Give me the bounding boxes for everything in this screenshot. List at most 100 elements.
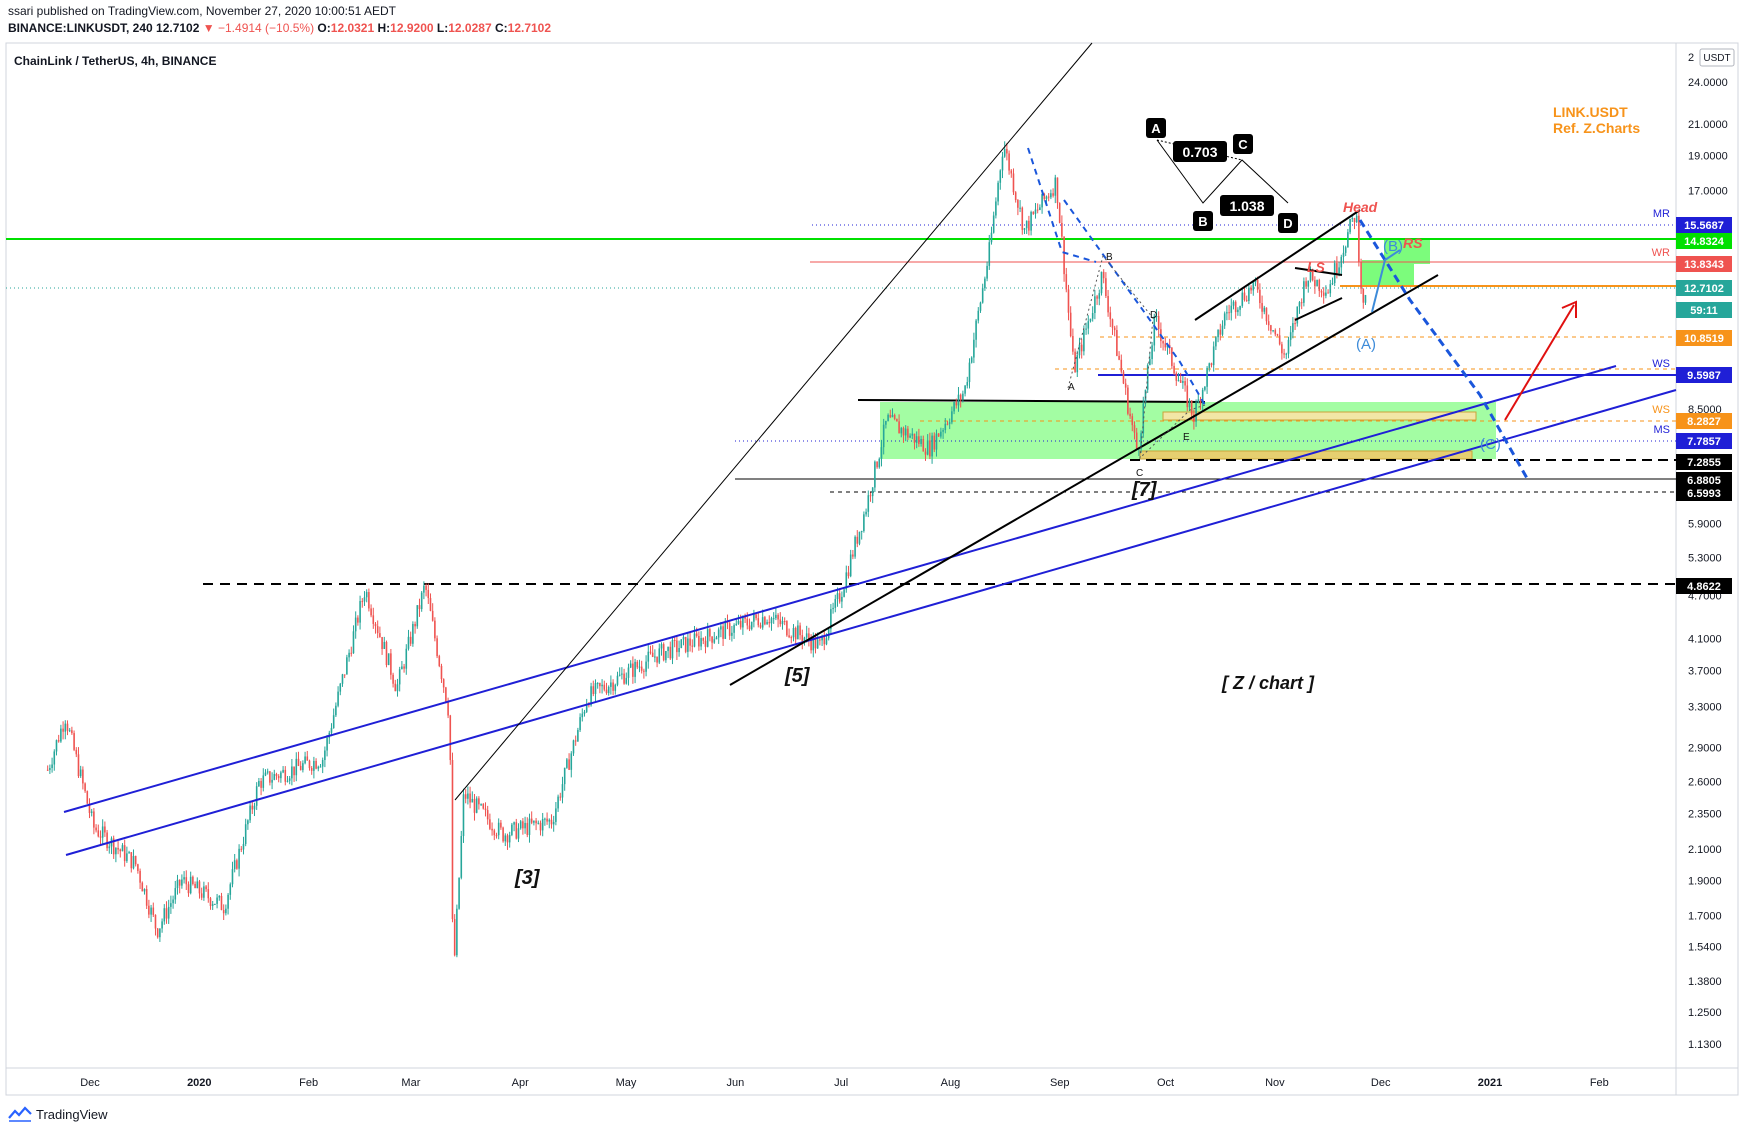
currency-badge[interactable] — [1699, 48, 1735, 67]
candle-body — [139, 870, 141, 883]
candle-body — [392, 674, 394, 684]
candle-body — [834, 598, 837, 608]
candle-body — [803, 637, 806, 642]
price-label-tag: WS — [1652, 358, 1670, 370]
candle-body — [187, 884, 190, 894]
candle-body — [1270, 325, 1272, 331]
candle-body — [341, 674, 344, 684]
candle-body — [1265, 307, 1268, 322]
candle-body — [1344, 247, 1347, 253]
candle-body — [49, 767, 51, 770]
candle-body — [816, 639, 819, 649]
time-axis[interactable]: Dec 2020 Feb Mar Apr May Jun Jul Aug Sep Oct Nov Dec… — [80, 1077, 1609, 1089]
change-arrow-icon: ▼ — [202, 21, 215, 35]
candle-body — [1353, 218, 1356, 223]
candle-body — [491, 828, 493, 831]
candle-body — [255, 786, 258, 806]
candle-body — [522, 821, 524, 829]
candle-body — [412, 623, 414, 644]
candle-body — [97, 830, 100, 837]
candle-body — [984, 278, 986, 289]
x-tick-label: 2021 — [1478, 1077, 1502, 1089]
candle-body — [1296, 306, 1299, 324]
x-tick-label: 2020 — [187, 1077, 211, 1089]
candle-body — [942, 430, 944, 432]
candle-body — [876, 461, 878, 468]
candle-body — [198, 881, 201, 894]
candle-body — [680, 639, 683, 649]
candle-body — [64, 723, 67, 732]
candle-body — [770, 618, 773, 624]
candle-body — [1232, 301, 1235, 306]
price-label-text: 10.8519 — [1684, 333, 1724, 345]
candle-body — [1197, 399, 1200, 403]
candle-body — [88, 803, 91, 813]
candle-body — [1039, 207, 1041, 211]
candle-body — [359, 601, 361, 623]
blue-dash-decline — [1027, 147, 1097, 263]
candle-body — [819, 639, 821, 641]
candle-body — [1274, 330, 1277, 335]
candle-body — [1162, 341, 1164, 344]
candle-body — [379, 633, 381, 638]
candle-body — [60, 728, 62, 742]
candle-body — [1142, 403, 1145, 434]
candle-body — [640, 666, 643, 671]
candle-body — [214, 903, 216, 905]
candle-body — [975, 320, 977, 340]
candle-body — [313, 760, 315, 771]
candle-body — [592, 686, 595, 694]
wave-5-label: [5] — [784, 665, 811, 687]
candle-body — [999, 170, 1002, 183]
candle-body — [409, 636, 412, 644]
candle-body — [271, 779, 273, 783]
candle-body — [82, 769, 84, 784]
y-tick-label: 1.9000 — [1688, 875, 1722, 887]
candle-body — [896, 418, 898, 422]
candle-body — [772, 618, 775, 620]
candle-body — [889, 414, 892, 418]
price-label-bg — [1676, 280, 1732, 296]
candle-body — [1252, 282, 1255, 291]
candle-body — [1182, 381, 1184, 383]
black-trend-support — [729, 274, 1439, 686]
price-label-bg — [1676, 367, 1732, 383]
candle-body — [687, 638, 689, 652]
candle-body — [1228, 312, 1230, 314]
candle-body — [1133, 425, 1136, 433]
channel-lower — [65, 389, 1677, 856]
candle-body — [486, 810, 489, 820]
footer-brand[interactable]: TradingView — [36, 1106, 108, 1122]
candle-body — [711, 636, 713, 643]
candle-body — [737, 620, 740, 624]
symbol-text[interactable]: BINANCE:LINKUSDT, 240 — [8, 21, 153, 35]
candle-body — [684, 636, 687, 652]
candle-body — [1036, 209, 1039, 211]
low-value: 12.0287 — [448, 21, 492, 35]
candle-body — [581, 713, 584, 718]
candle-body — [429, 598, 432, 611]
candle-body — [390, 653, 392, 675]
candle-body — [266, 771, 269, 773]
candle-body — [911, 433, 914, 436]
wave-a-label: (A) — [1356, 336, 1376, 353]
candle-body — [1014, 192, 1017, 200]
candle-body — [689, 638, 691, 646]
flag-lower — [1294, 297, 1343, 321]
bullish-arrow-head — [1561, 300, 1577, 318]
candle-body — [95, 827, 97, 831]
candle-body — [414, 623, 416, 627]
x-tick-label: May — [616, 1077, 637, 1089]
candle-body — [1179, 380, 1182, 383]
candle-body — [986, 265, 988, 279]
candle-body — [797, 625, 799, 640]
candle-body — [75, 749, 78, 755]
candle-body — [570, 753, 573, 770]
candle-body — [1331, 283, 1334, 285]
candle-body — [152, 907, 155, 915]
candle-body — [218, 895, 221, 898]
candle-body — [502, 827, 504, 842]
candle-body — [348, 652, 350, 658]
candle-body — [1177, 380, 1180, 382]
